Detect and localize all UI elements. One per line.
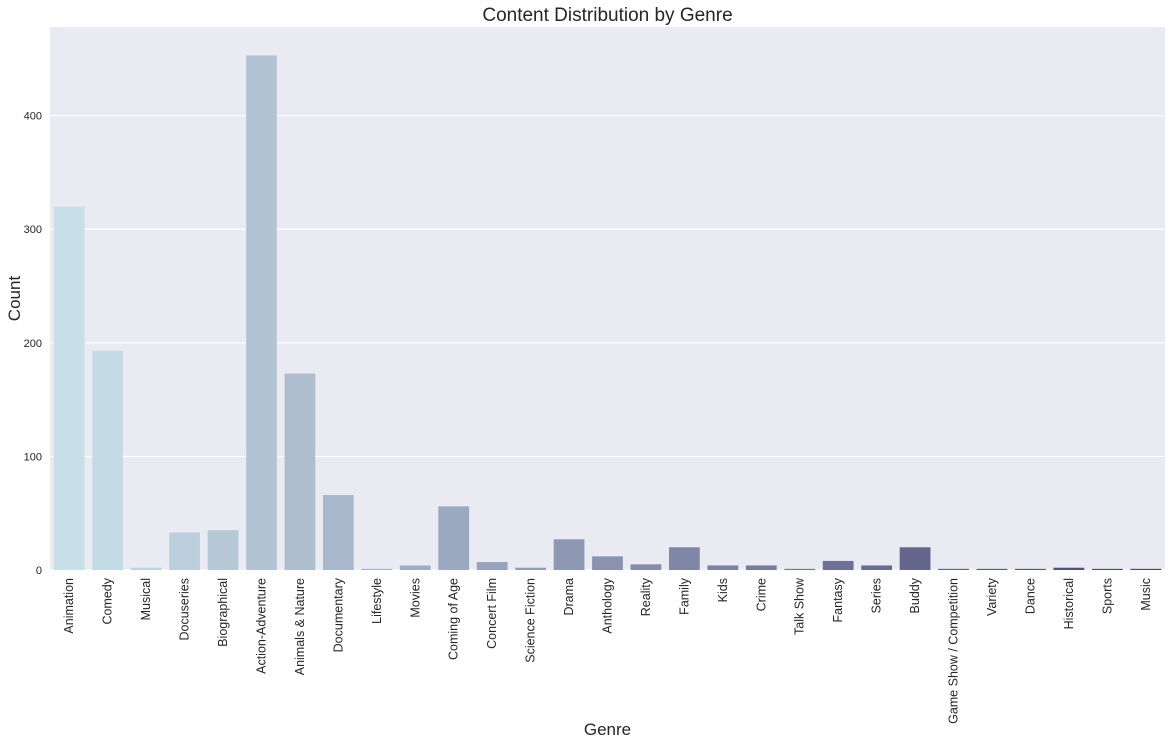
x-tick-label: Variety (985, 577, 999, 616)
y-tick-labels: 0 100 200 300 400 (24, 111, 42, 577)
bar (1130, 568, 1162, 570)
x-tick-label: Documentary (331, 577, 345, 652)
bar (169, 532, 200, 570)
x-tick-label: Lifestyle (370, 578, 384, 624)
bar (438, 506, 470, 570)
x-tick-label: Reality (639, 577, 653, 616)
x-tick-label: Drama (562, 578, 576, 616)
bar (1053, 567, 1085, 570)
x-tick-label: Family (677, 577, 691, 615)
x-tick-label: Concert Film (485, 578, 499, 649)
x-axis-title: Genre (584, 720, 631, 739)
bar (399, 565, 431, 570)
x-tick-labels: Animation Comedy Musical Docuseries Biograph… (62, 577, 1153, 724)
bar (938, 568, 969, 570)
y-tick-label: 400 (24, 111, 42, 123)
x-tick-label: Comedy (101, 577, 115, 624)
bar (707, 565, 739, 570)
bar (1091, 568, 1123, 570)
bar (592, 556, 623, 570)
plot-area (50, 27, 1165, 570)
x-tick-label: Science Fiction (524, 578, 538, 663)
x-tick-label: Coming of Age (447, 578, 461, 660)
bar (784, 568, 816, 570)
bars (53, 55, 1162, 570)
y-axis-title: Count (5, 276, 24, 322)
bar (861, 565, 893, 570)
x-tick-label: Movies (408, 578, 422, 618)
x-tick-label: Kids (716, 578, 730, 602)
x-tick-label: Action-Adventure (254, 578, 268, 674)
x-tick-label: Sports (1100, 578, 1114, 614)
bar (476, 562, 508, 570)
bar (822, 560, 854, 570)
x-tick-label: Musical (139, 578, 153, 620)
x-tick-label: Dance (1023, 578, 1037, 614)
bar (669, 547, 700, 570)
x-tick-label: Talk Show (793, 577, 807, 635)
y-tick-label: 100 (24, 451, 42, 463)
bar (745, 565, 777, 570)
x-tick-label: Fantasy (831, 577, 845, 622)
bar (515, 567, 546, 570)
x-tick-label: Game Show / Competition (947, 578, 961, 724)
y-tick-label: 300 (24, 224, 42, 236)
bar (53, 206, 85, 570)
chart-title: Content Distribution by Genre (482, 5, 732, 26)
x-tick-label: Crime (754, 578, 768, 611)
x-tick-label: Anthology (601, 577, 615, 633)
bar (284, 373, 316, 570)
bar (976, 568, 1008, 570)
bar (361, 568, 393, 570)
x-tick-label: Buddy (908, 577, 922, 613)
x-tick-label: Series (870, 578, 884, 613)
x-tick-label: Biographical (216, 578, 230, 647)
bar (1015, 568, 1046, 570)
bar (92, 350, 124, 570)
bar (899, 547, 931, 570)
bar (246, 55, 277, 570)
x-tick-label: Docuseries (178, 578, 192, 641)
x-tick-label: Animation (62, 578, 76, 634)
y-tick-label: 200 (24, 338, 42, 350)
x-tick-label: Animals & Nature (293, 578, 307, 675)
bar (130, 567, 162, 570)
x-tick-label: Music (1139, 578, 1153, 611)
bar (207, 530, 239, 570)
y-tick-label: 0 (36, 565, 42, 577)
bar (630, 564, 662, 570)
bar (322, 495, 354, 570)
x-tick-label: Historical (1062, 578, 1076, 629)
bar (553, 539, 585, 570)
